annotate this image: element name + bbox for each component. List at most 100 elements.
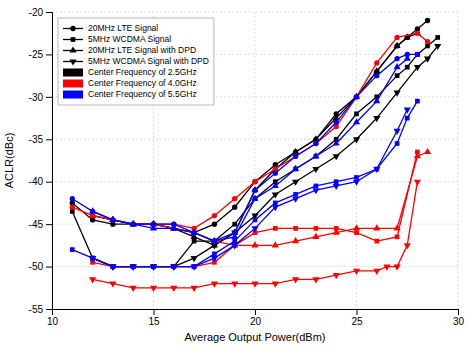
point: [70, 247, 75, 252]
series-line: [72, 101, 417, 266]
point: [231, 243, 238, 249]
point: [109, 265, 116, 271]
point: [109, 216, 116, 222]
point: [395, 235, 400, 240]
y-axis-tick: -45: [29, 219, 52, 230]
point: [353, 180, 360, 186]
point: [394, 56, 399, 61]
point: [150, 286, 157, 292]
y-axis-tick-label: -45: [29, 219, 44, 230]
x-axis-tick: 25: [351, 309, 363, 327]
point: [292, 165, 299, 171]
point: [354, 94, 359, 99]
y-axis-tick: -50: [29, 261, 52, 272]
point: [251, 195, 258, 201]
point: [89, 277, 96, 283]
x-axis-tick-mark: [255, 309, 256, 315]
point: [293, 154, 298, 159]
point: [231, 233, 238, 239]
point: [273, 201, 278, 206]
y-axis-tick-mark: [46, 267, 52, 268]
point: [212, 221, 217, 226]
point: [251, 226, 258, 232]
point: [292, 197, 299, 203]
point: [394, 265, 401, 271]
x-axis-tick-mark: [154, 309, 155, 315]
point: [374, 239, 379, 244]
legend-label: 20MHz LTE Signal: [88, 23, 158, 33]
point: [251, 281, 258, 287]
y-axis-tick-mark: [46, 97, 52, 98]
point: [150, 224, 157, 230]
point: [405, 65, 410, 70]
point: [312, 188, 319, 194]
point: [191, 286, 198, 292]
y-axis-tick-label: -50: [29, 261, 44, 272]
legend-item: 20MHz LTE Signal: [63, 23, 158, 33]
series: [70, 99, 420, 269]
x-axis-tick: 15: [148, 309, 160, 327]
point: [314, 226, 319, 231]
point: [232, 222, 237, 227]
series-line: [72, 54, 417, 241]
grid-line-x: [255, 12, 256, 309]
point: [394, 129, 401, 135]
point: [211, 237, 218, 243]
point: [313, 141, 318, 146]
point: [434, 44, 441, 50]
point: [293, 154, 298, 159]
point: [435, 35, 440, 40]
point: [231, 281, 238, 287]
y-axis-tick-label: -30: [29, 92, 44, 103]
legend-swatch: [63, 69, 83, 77]
point: [333, 154, 340, 160]
point: [312, 167, 319, 173]
y-axis-tick: -35: [29, 134, 52, 145]
point: [292, 148, 299, 154]
point: [130, 286, 137, 292]
point: [374, 60, 379, 65]
point: [354, 94, 359, 99]
series: [90, 150, 419, 269]
grid-line-y: [52, 12, 458, 13]
point: [312, 152, 319, 158]
x-axis-tick-label: 15: [148, 316, 160, 327]
point: [170, 286, 177, 292]
point: [415, 99, 420, 104]
series-line: [72, 37, 437, 266]
legend-marker: [69, 46, 76, 52]
point: [191, 256, 198, 262]
point: [394, 63, 401, 69]
point: [373, 269, 380, 275]
point: [293, 192, 298, 197]
series-line: [93, 152, 418, 267]
point: [314, 184, 319, 189]
legend-frame: [58, 18, 214, 105]
series: [70, 35, 440, 269]
point: [292, 237, 299, 243]
point: [333, 184, 340, 190]
y-axis-tick-mark: [46, 139, 52, 140]
legend-item: Center Frequency of 2.5GHz: [63, 67, 197, 77]
x-axis-line: [53, 310, 459, 316]
point: [251, 241, 258, 247]
point: [232, 239, 237, 244]
legend-marker: [70, 26, 75, 31]
point: [353, 269, 360, 275]
y-axis-tick: -40: [29, 176, 52, 187]
y-axis-tick: -55: [29, 304, 52, 315]
x-axis-tick-mark: [357, 309, 358, 315]
point: [89, 256, 96, 262]
legend-swatch: [63, 91, 83, 99]
grid-line-y: [52, 139, 458, 140]
point: [373, 224, 380, 230]
y-axis-tick: -30: [29, 92, 52, 103]
y-axis-tick-label: -35: [29, 134, 44, 145]
legend-label: 5MHz WCDMA Signal: [88, 34, 171, 44]
y-axis-tick-label: -20: [29, 7, 44, 18]
chart: 1015202530-55-50-45-40-35-30-25-2020MHz …: [0, 0, 474, 349]
grid-line-x: [458, 12, 459, 309]
grid-line-x: [356, 12, 357, 309]
series: [70, 52, 420, 244]
point: [353, 224, 360, 230]
